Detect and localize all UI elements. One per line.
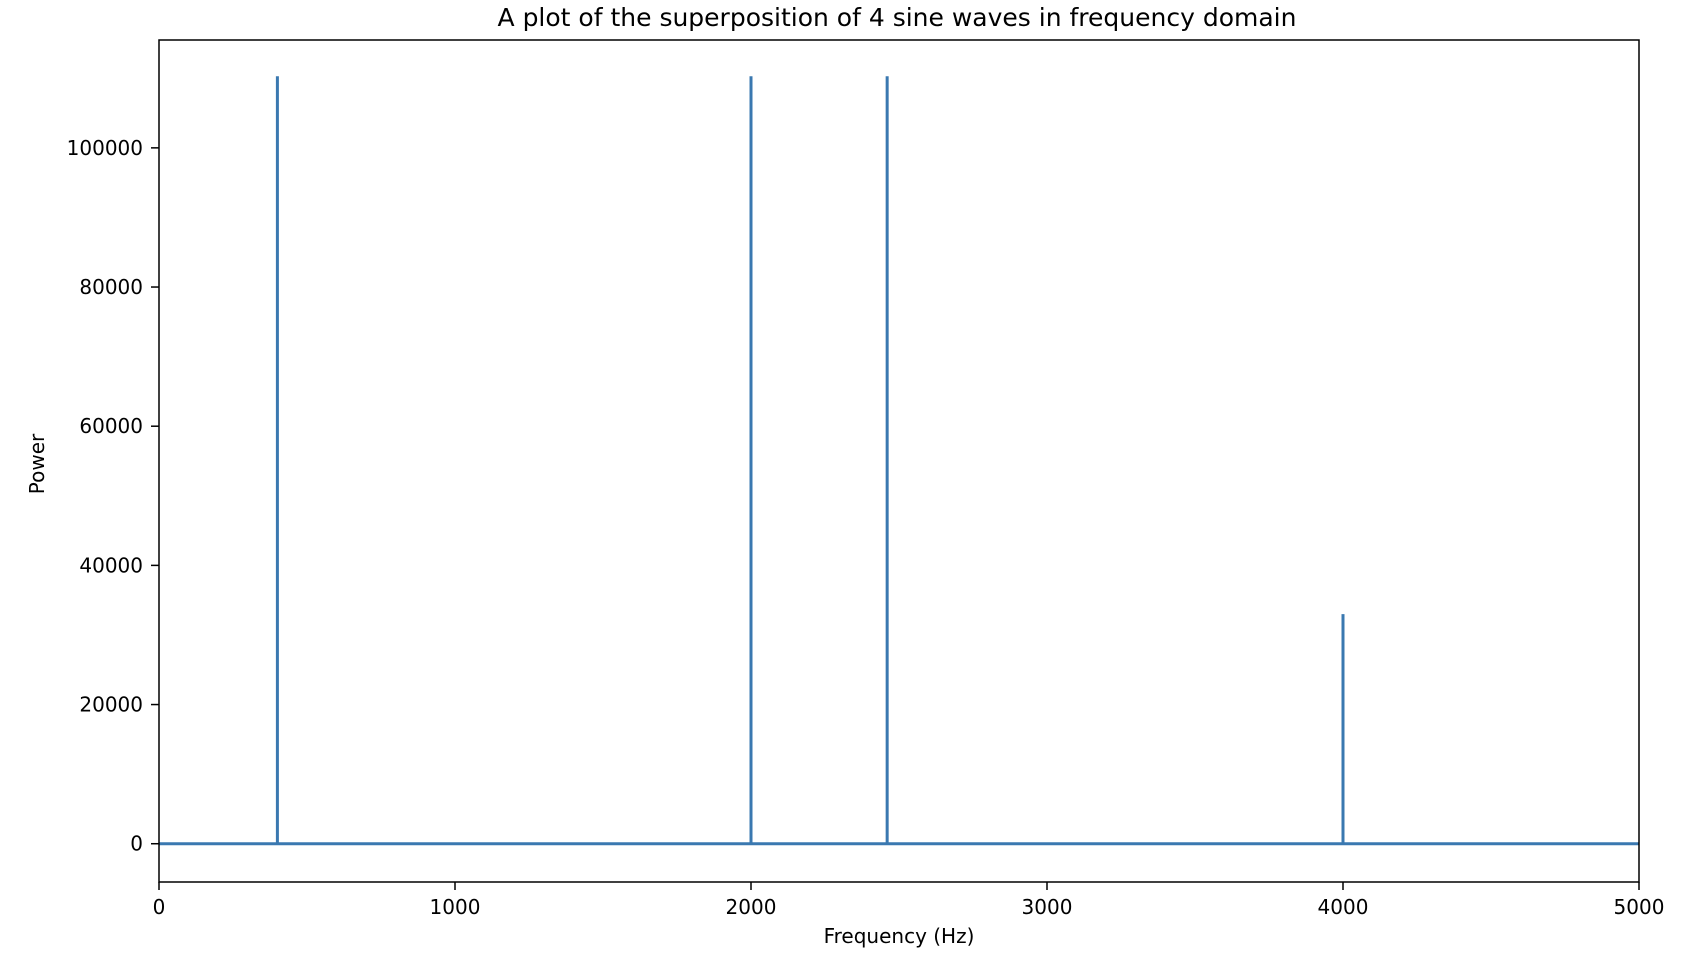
y-axis-label: Power (25, 433, 49, 494)
y-tick-label-0: 0 (130, 832, 143, 856)
x-tick-label-5: 5000 (1614, 895, 1665, 919)
x-tick-label-0: 0 (153, 895, 166, 919)
plot-frame (158, 39, 1640, 883)
x-axis: 0 1000 2000 3000 4000 5000 (153, 882, 1665, 919)
y-tick-label-2: 40000 (79, 553, 143, 577)
y-tick-label-5: 100000 (67, 136, 143, 160)
y-tick-label-1: 20000 (79, 693, 143, 717)
series-line-1 (159, 76, 1639, 846)
y-tick-label-4: 80000 (79, 275, 143, 299)
chart-title: A plot of the superposition of 4 sine wa… (498, 3, 1297, 32)
x-tick-label-3: 3000 (1022, 895, 1073, 919)
x-tick-label-4: 4000 (1318, 895, 1369, 919)
y-axis: 0 20000 40000 60000 80000 100000 (67, 136, 159, 856)
x-tick-label-2: 2000 (726, 895, 777, 919)
y-tick-label-3: 60000 (79, 414, 143, 438)
x-tick-label-1: 1000 (430, 895, 481, 919)
x-axis-label: Frequency (Hz) (824, 924, 975, 948)
plot-area (159, 76, 1639, 846)
